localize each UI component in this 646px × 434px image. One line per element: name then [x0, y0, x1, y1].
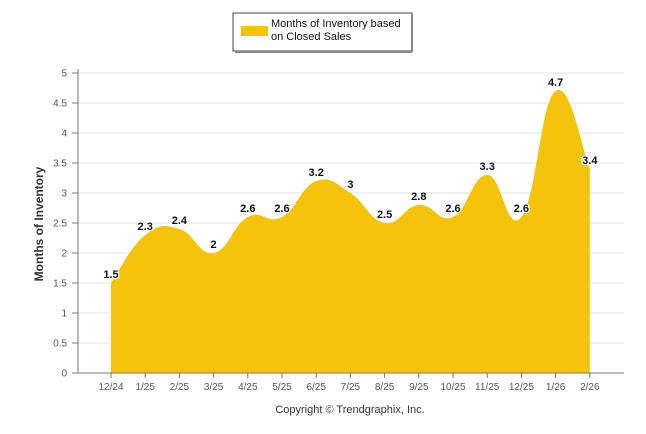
y-tick-label-1: 1 [61, 309, 67, 320]
data-label: 2.6 [514, 203, 529, 215]
y-tick-label-4-5: 4.5 [53, 99, 67, 110]
data-label: 2.5 [377, 209, 392, 221]
legend: Months of Inventory based on Closed Sale… [232, 12, 413, 53]
x-tick-label: 12/24 [98, 382, 123, 393]
x-tick-label: 3/25 [204, 382, 224, 393]
data-label: 3.4 [582, 155, 598, 167]
copyright-text: Copyright © Trendgraphix, Inc. [275, 404, 424, 416]
x-tick-label: 1/25 [135, 382, 155, 393]
x-tick-label: 5/25 [272, 382, 292, 393]
x-tick-label: 6/25 [306, 382, 326, 393]
data-label: 2 [211, 239, 217, 251]
data-label: 3.3 [480, 161, 495, 173]
data-label: 2.6 [240, 203, 255, 215]
x-tick-label: 2/26 [580, 382, 600, 393]
legend-label-line2: on Closed Sales [271, 31, 352, 43]
data-label: 1.5 [103, 269, 118, 281]
data-label: 2.6 [274, 203, 289, 215]
series-area [111, 89, 590, 373]
y-axis-ticks: 0 0.5 1 1.5 2 2.5 3 3.5 4 4.5 5 [53, 69, 78, 380]
area-series-fill [111, 89, 590, 373]
data-label: 2.8 [411, 191, 426, 203]
y-tick-label-3-5: 3.5 [53, 159, 67, 170]
y-tick-label-4: 4 [61, 129, 67, 140]
axes [77, 69, 624, 374]
x-tick-label: 11/25 [475, 382, 500, 393]
y-tick-label-2-5: 2.5 [53, 219, 67, 230]
data-label: 3 [347, 179, 353, 191]
y-tick-label-1-5: 1.5 [53, 279, 67, 290]
y-tick-label-5: 5 [61, 69, 67, 80]
x-tick-label: 7/25 [341, 382, 361, 393]
y-tick-label-3: 3 [61, 189, 67, 200]
legend-swatch [241, 26, 268, 36]
y-tick-label-0: 0 [61, 369, 67, 380]
y-axis-title: Months of Inventory [32, 166, 46, 281]
x-tick-label: 8/25 [375, 382, 395, 393]
data-labels: 1.5 2.3 2.4 2 2.6 2.6 3.2 3 2.5 2.8 2.6 3.3 2.6 4.7 3.… [102, 76, 599, 283]
data-label: 2.6 [445, 203, 460, 215]
x-axis-ticks: 12/24 1/25 2/25 3/25 4/25 5/25 6/25 7/25 8/25 9/2… [98, 373, 600, 393]
legend-label-line1: Months of Inventory based [271, 18, 401, 30]
data-label: 3.2 [309, 167, 324, 179]
x-tick-label: 10/25 [440, 382, 465, 393]
data-label: 4.7 [548, 77, 563, 89]
x-tick-label: 2/25 [170, 382, 190, 393]
data-label: 2.3 [138, 221, 153, 233]
x-tick-label: 1/26 [546, 382, 566, 393]
data-label: 2.4 [172, 215, 188, 227]
y-tick-label-2: 2 [61, 249, 67, 260]
x-tick-label: 12/25 [509, 382, 534, 393]
x-tick-label: 4/25 [238, 382, 258, 393]
y-tick-label-0-5: 0.5 [53, 339, 67, 350]
x-tick-label: 9/25 [409, 382, 429, 393]
